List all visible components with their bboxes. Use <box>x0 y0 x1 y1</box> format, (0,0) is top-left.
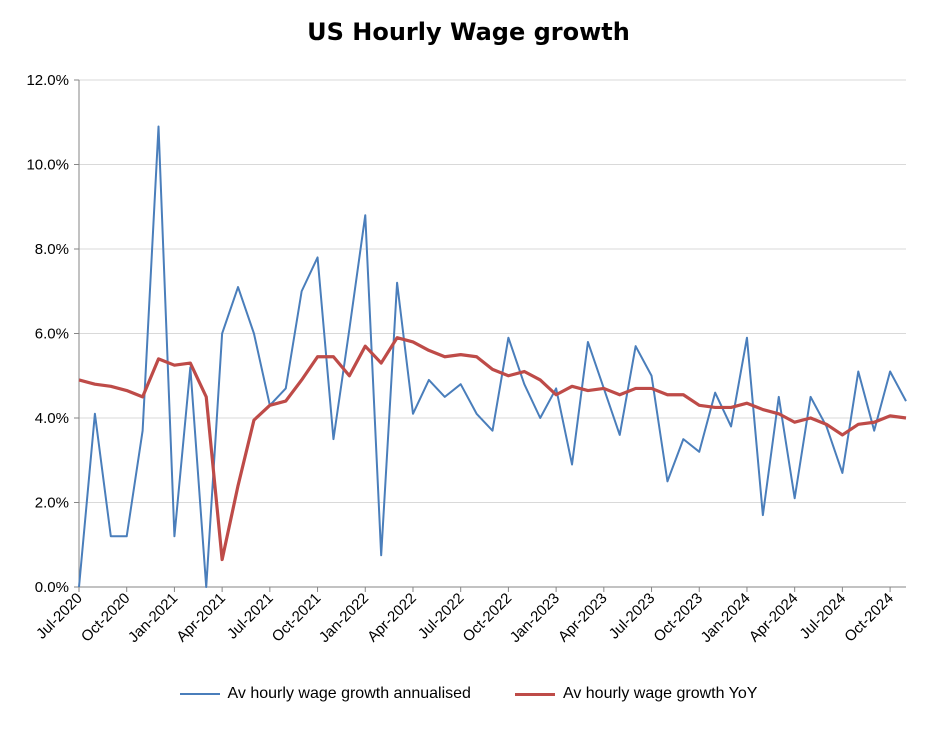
legend: Av hourly wage growth annualised Av hour… <box>0 685 937 703</box>
x-tick-label: Jan-2021 <box>125 590 181 646</box>
x-tick-label: Apr-2022 <box>364 590 420 646</box>
x-tick-label: Jan-2024 <box>698 590 754 646</box>
x-tick-label: Apr-2021 <box>173 590 229 646</box>
x-tick-label: Apr-2023 <box>555 590 611 646</box>
legend-swatch-annualised <box>179 693 220 695</box>
y-tick-label: 10.0% <box>26 157 69 174</box>
legend-label-yoy: Av hourly wage growth YoY <box>562 685 758 702</box>
x-tick-label: Jan-2022 <box>316 590 372 646</box>
x-tick-label: Oct-2023 <box>650 590 706 646</box>
x-tick-label: Oct-2022 <box>460 590 516 646</box>
y-tick-label: 0.0% <box>35 579 69 596</box>
y-tick-label: 6.0% <box>35 326 69 343</box>
x-tick-label: Jan-2023 <box>507 590 563 646</box>
y-tick-label: 8.0% <box>35 241 69 258</box>
y-tick-label: 12.0% <box>26 72 69 89</box>
series-line-yoy <box>78 336 907 562</box>
series-line-annualised <box>78 125 907 588</box>
legend-label-annualised: Av hourly wage growth annualised <box>227 685 471 702</box>
x-tick-label: Apr-2024 <box>746 590 802 646</box>
legend-item-yoy: Av hourly wage growth YoY <box>514 685 758 703</box>
chart-title: US Hourly Wage growth <box>307 18 630 46</box>
x-tick-label: Oct-2021 <box>269 590 325 646</box>
x-tick-label: Oct-2020 <box>78 590 134 646</box>
y-tick-label: 2.0% <box>35 495 69 512</box>
legend-item-annualised: Av hourly wage growth annualised <box>179 685 471 703</box>
x-tick-label: Oct-2024 <box>841 590 897 646</box>
legend-swatch-yoy <box>514 692 555 696</box>
y-tick-label: 4.0% <box>35 410 69 427</box>
